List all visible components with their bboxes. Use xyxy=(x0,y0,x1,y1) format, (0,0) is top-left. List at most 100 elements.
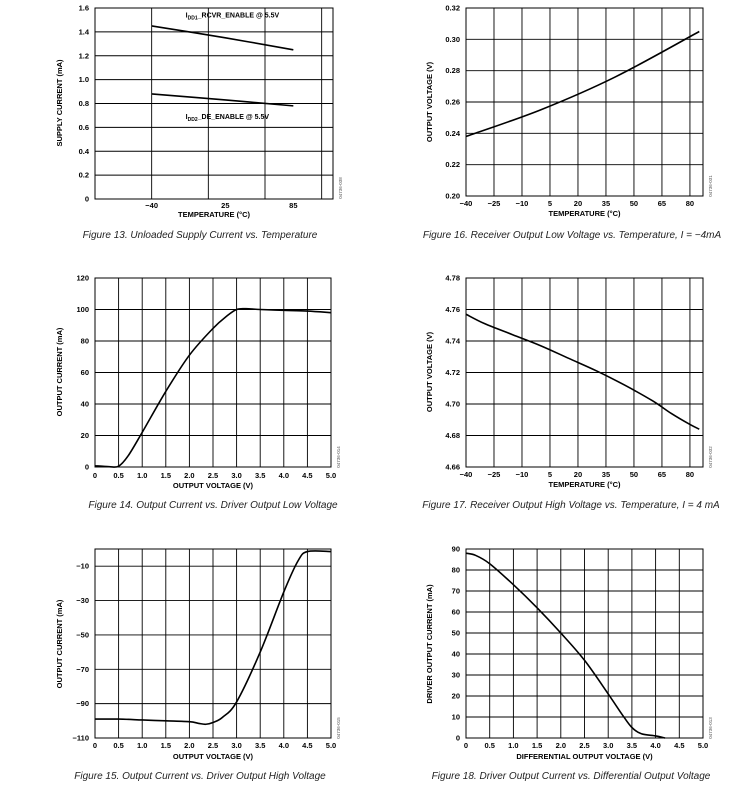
y-tick-label: 4.74 xyxy=(445,337,460,346)
y-tick-label: −90 xyxy=(76,699,89,708)
y-tick-label: −10 xyxy=(76,562,89,571)
y-tick-label: 50 xyxy=(452,629,460,638)
y-tick-label: 4.68 xyxy=(445,431,460,440)
x-tick-label: 50 xyxy=(630,470,638,479)
series-line-idd2_de_enable xyxy=(151,93,294,107)
y-tick-label: −30 xyxy=(76,596,89,605)
figure-caption: Figure 18. Driver Output Current vs. Dif… xyxy=(432,771,711,782)
y-tick-label: 4.66 xyxy=(445,463,460,472)
x-tick-label: 1.5 xyxy=(532,741,542,750)
y-tick-label: −70 xyxy=(76,665,89,674)
figure-id: 04736-032 xyxy=(708,446,713,468)
chart-fig13: 0 0.2 0.4 0.6 0.8 1.0 1.2 1.4 1.6 −40 25 85 TEMPERAT… xyxy=(55,4,343,242)
x-tick-label: 20 xyxy=(574,470,582,479)
x-tick-label: 5 xyxy=(548,199,552,208)
y-axis-label: DRIVER OUTPUT CURRENT (mA) xyxy=(425,584,434,704)
figure-caption: Figure 13. Unloaded Supply Current vs. T… xyxy=(83,230,318,241)
x-tick-label: 1.0 xyxy=(508,741,518,750)
y-tick-label: 1.6 xyxy=(79,4,89,13)
x-tick-label: 0 xyxy=(464,741,468,750)
x-tick-label: −40 xyxy=(145,201,158,210)
y-tick-label: 4.76 xyxy=(445,305,460,314)
y-tick-label: 80 xyxy=(452,566,460,575)
y-tick-label: 4.72 xyxy=(445,368,460,377)
y-tick-label: 10 xyxy=(452,713,460,722)
x-tick-label: 2.0 xyxy=(184,741,194,750)
x-tick-label: 3.0 xyxy=(231,741,241,750)
y-axis-label: OUTPUT VOLTAGE (V) xyxy=(425,331,434,412)
figure-caption: Figure 15. Output Current vs. Driver Out… xyxy=(74,771,326,782)
x-axis-label: TEMPERATURE (°C) xyxy=(548,480,621,489)
x-tick-label: 5 xyxy=(548,470,552,479)
x-tick-label: 5.0 xyxy=(326,741,336,750)
y-tick-label: 1.4 xyxy=(79,27,90,36)
series-line-ioh xyxy=(94,550,332,726)
y-tick-label: 4.78 xyxy=(445,274,460,283)
x-tick-label: 1.0 xyxy=(137,471,147,480)
y-tick-label: 1.2 xyxy=(79,51,89,60)
y-tick-label: 80 xyxy=(81,337,89,346)
x-tick-label: 80 xyxy=(686,199,694,208)
y-tick-label: 0.22 xyxy=(445,160,460,169)
x-axis-label: TEMPERATURE (°C) xyxy=(548,209,621,218)
x-tick-label: 4.0 xyxy=(650,741,660,750)
x-tick-label: 2.5 xyxy=(208,471,218,480)
x-tick-label: 2.0 xyxy=(184,471,194,480)
x-tick-label: 4.0 xyxy=(279,471,289,480)
figure-caption: Figure 16. Receiver Output Low Voltage v… xyxy=(423,230,722,241)
x-tick-label: 0.5 xyxy=(484,741,494,750)
y-tick-label: 0.24 xyxy=(445,129,460,138)
y-tick-label: 60 xyxy=(81,368,89,377)
plot-frame xyxy=(94,548,332,739)
figure-id: 04736-031 xyxy=(708,175,713,197)
x-tick-label: 85 xyxy=(289,201,297,210)
plot-frame xyxy=(94,7,334,200)
chart-fig18: 0 10 20 30 40 50 60 70 80 90 0 0.5 1.0 1.5 2.0 2.5 3.0 3.… xyxy=(425,545,713,783)
series-annotation: IDD2_DE_ENABLE @ 5.5V xyxy=(186,114,270,123)
x-tick-label: −40 xyxy=(460,199,473,208)
x-tick-label: 2.5 xyxy=(208,741,218,750)
figure-id: 04736-015 xyxy=(336,717,341,739)
x-tick-label: 0.5 xyxy=(113,471,123,480)
x-tick-label: 4.5 xyxy=(302,741,312,750)
figure-id: 04736-013 xyxy=(708,717,713,739)
x-tick-label: 0 xyxy=(93,471,97,480)
y-axis-label: OUTPUT CURRENT (mA) xyxy=(55,327,64,416)
x-tick-label: 65 xyxy=(658,470,666,479)
plot-frame xyxy=(94,277,332,468)
chart-fig15: −10 −30 −50 −70 −90 −110 0 0.5 1.0 1.5 2.0 2.5 3.0 3.… xyxy=(55,548,341,782)
chart-fig17: 4.66 4.68 4.70 4.72 4.74 4.76 4.78 −40 −25 −10 5 20… xyxy=(422,274,720,512)
y-tick-label: 120 xyxy=(76,274,89,283)
figure-caption: Figure 14. Output Current vs. Driver Out… xyxy=(88,500,338,511)
y-axis-label: SUPPLY CURRENT (mA) xyxy=(55,59,64,147)
x-tick-label: −40 xyxy=(460,470,473,479)
series-line-iod xyxy=(465,552,666,739)
x-axis-label: TEMPERATURE (°C) xyxy=(178,210,251,219)
y-tick-label: 20 xyxy=(81,431,89,440)
y-tick-label: 0.30 xyxy=(445,35,460,44)
y-tick-label: −50 xyxy=(76,630,89,639)
y-tick-label: 0.4 xyxy=(79,147,90,156)
y-tick-label: 0.32 xyxy=(445,4,460,13)
y-tick-label: 100 xyxy=(76,305,89,314)
plot-frame xyxy=(465,548,704,739)
x-tick-label: −25 xyxy=(488,470,501,479)
plot-frame xyxy=(465,7,704,197)
x-tick-label: 65 xyxy=(658,199,666,208)
x-tick-label: 4.5 xyxy=(674,741,684,750)
x-tick-label: 2.5 xyxy=(579,741,589,750)
y-tick-label: 30 xyxy=(452,671,460,680)
y-tick-label: 0.2 xyxy=(79,171,89,180)
y-tick-label: 4.70 xyxy=(445,400,460,409)
x-tick-label: −10 xyxy=(516,199,529,208)
y-tick-label: 20 xyxy=(452,692,460,701)
x-tick-label: 4.0 xyxy=(279,741,289,750)
chart-fig16: 0.20 0.22 0.24 0.26 0.28 0.30 0.32 −40 −25 −10 5 20… xyxy=(423,4,722,242)
x-axis-label: OUTPUT VOLTAGE (V) xyxy=(173,752,254,761)
x-tick-label: 80 xyxy=(686,470,694,479)
y-tick-label: 0 xyxy=(85,195,89,204)
chart-fig14: 0 20 40 60 80 100 120 0 0.5 1.0 1.5 2.0 2.5 3.0 3.5 4.0… xyxy=(55,274,341,512)
x-tick-label: 3.5 xyxy=(255,741,265,750)
x-tick-label: 5.0 xyxy=(698,741,708,750)
